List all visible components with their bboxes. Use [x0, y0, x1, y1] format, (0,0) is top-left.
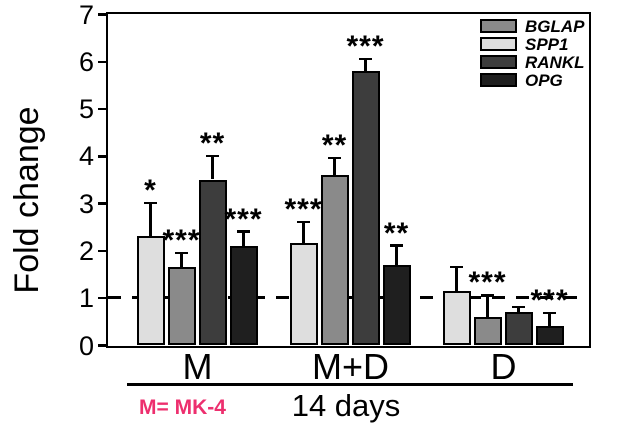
error-bar-cap-RANKL-M+D — [359, 57, 372, 61]
legend-swatch-SPP1 — [480, 37, 517, 51]
legend-swatch-BGLAP — [480, 19, 517, 33]
bar-OPG-D — [535, 326, 564, 345]
bar-RANKL-M+D — [351, 70, 380, 345]
error-bar-cap-SPP1-M+D — [297, 220, 310, 224]
significance-BGLAP-M+D: ** — [321, 129, 348, 163]
y-tick-label-5: 5 — [78, 94, 94, 125]
bar-SPP1-M — [136, 236, 165, 345]
y-tick-mark-0 — [98, 344, 106, 347]
y-tick-mark-6 — [98, 60, 106, 64]
legend-label-RANKL: RANKL — [525, 53, 585, 72]
significance-RANKL-M+D: *** — [346, 29, 385, 63]
error-bar-RANKL-M+D — [364, 58, 367, 71]
error-bar-cap-BGLAP-M — [175, 251, 188, 255]
y-tick-mark-4 — [98, 155, 106, 158]
significance-BGLAP-M: *** — [162, 223, 201, 257]
error-bar-cap-SPP1-D — [450, 265, 463, 269]
y-tick-mark-7 — [98, 13, 106, 16]
y-tick-mark-3 — [98, 202, 106, 205]
error-bar-BGLAP-D — [486, 295, 489, 317]
error-bar-OPG-M+D — [395, 245, 398, 265]
bar-SPP1-M+D — [289, 243, 318, 345]
error-bar-OPG-M — [242, 231, 245, 246]
error-bar-cap-SPP1-M — [144, 201, 157, 205]
x-category-label-M: M — [182, 346, 213, 387]
bar-OPG-M+D — [382, 264, 411, 345]
x-category-label-M+D: M+D — [311, 346, 389, 387]
significance-SPP1-M: * — [144, 174, 157, 208]
error-bar-cap-OPG-M+D — [390, 244, 403, 247]
bar-OPG-M — [229, 245, 258, 345]
y-tick-mark-5 — [98, 107, 106, 111]
legend-label-BGLAP: BGLAP — [525, 17, 585, 36]
significance-RANKL-M: ** — [199, 126, 226, 160]
footnote-mk4: M= MK-4 — [139, 396, 226, 419]
error-bar-OPG-D — [548, 312, 551, 327]
bar-BGLAP-M — [167, 266, 196, 345]
error-bar-BGLAP-M+D — [333, 158, 336, 175]
significance-OPG-M: *** — [224, 202, 263, 236]
error-bar-SPP1-M+D — [302, 222, 305, 244]
y-tick-label-6: 6 — [78, 46, 94, 77]
x-category-label-D: D — [490, 346, 517, 387]
error-bar-cap-BGLAP-M+D — [328, 156, 341, 160]
x-axis-caption: 14 days — [291, 388, 401, 423]
error-bar-RANKL-M — [211, 155, 214, 180]
y-tick-label-7: 7 — [78, 0, 94, 30]
legend-label-OPG: OPG — [525, 71, 563, 90]
significance-OPG-D: *** — [530, 283, 569, 317]
y-tick-label-2: 2 — [78, 235, 94, 266]
error-bar-SPP1-M — [149, 203, 152, 237]
y-tick-label-3: 3 — [78, 188, 94, 219]
error-bar-RANKL-D — [517, 307, 520, 312]
error-bar-cap-OPG-M — [237, 230, 250, 233]
legend-swatch-RANKL — [480, 55, 517, 69]
y-tick-mark-1 — [98, 296, 106, 300]
bar-SPP1-D — [442, 290, 471, 345]
error-bar-cap-RANKL-D — [512, 305, 525, 309]
y-tick-label-4: 4 — [78, 141, 94, 172]
error-bar-cap-RANKL-M — [206, 154, 219, 158]
bar-RANKL-D — [504, 311, 533, 345]
significance-SPP1-M+D: *** — [284, 193, 323, 227]
legend-swatch-OPG — [480, 73, 517, 87]
y-tick-label-1: 1 — [78, 283, 94, 314]
bar-RANKL-M — [198, 179, 227, 345]
y-axis-title: Fold change — [8, 106, 46, 294]
legend-label-SPP1: SPP1 — [525, 35, 569, 54]
y-tick-mark-2 — [98, 249, 106, 253]
y-tick-label-0: 0 — [78, 330, 94, 361]
bar-BGLAP-D — [473, 316, 502, 345]
error-bar-cap-BGLAP-D — [481, 294, 494, 297]
error-bar-SPP1-D — [455, 266, 458, 291]
category-group-underline — [127, 383, 573, 386]
plot-area: * *** ** *** *** ** *** ** *** *** BGLAP SPP1 RANKL O… — [106, 12, 591, 348]
error-bar-BGLAP-M — [180, 252, 183, 267]
error-bar-cap-OPG-D — [543, 311, 556, 315]
significance-BGLAP-D: *** — [468, 266, 507, 300]
bar-BGLAP-M+D — [320, 174, 349, 345]
significance-OPG-M+D: ** — [383, 216, 410, 250]
